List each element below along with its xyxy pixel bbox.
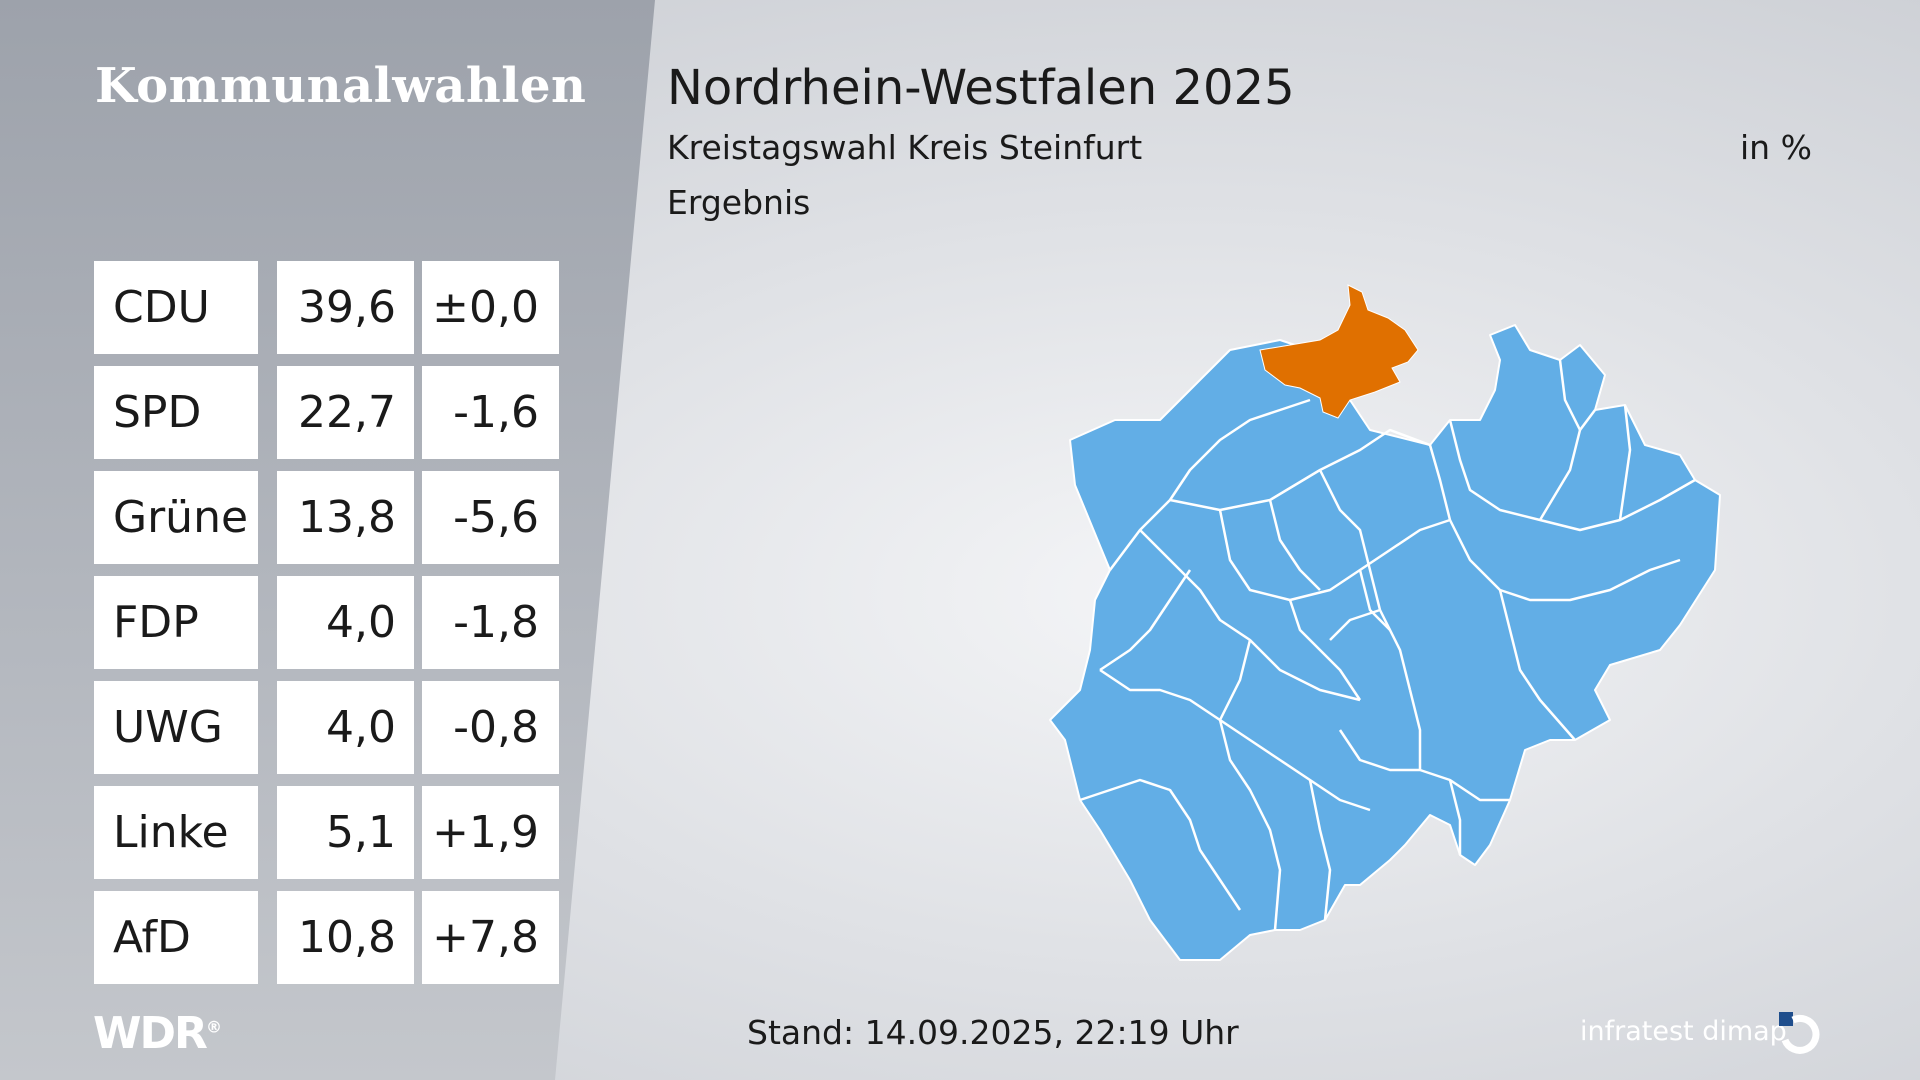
party-value: 4,0 [277,681,414,774]
map-district-border [1079,778,1242,911]
map-district-border [1099,569,1192,672]
map-district-border [1109,398,1311,571]
party-diff: -5,6 [422,471,559,564]
result-label: Ergebnis [667,183,811,222]
map-district-border [1318,469,1412,691]
map-district-border [1408,689,1422,770]
party-name: Grüne [94,471,258,564]
infratest-logo: infratest dimap [1580,1016,1787,1047]
map-district-border [1538,429,1582,521]
party-diff: ±0,0 [422,261,559,354]
map-district-border [1288,599,1362,701]
page-title: Nordrhein-Westfalen 2025 [667,60,1295,116]
party-name: Linke [94,786,258,879]
party-diff: -1,6 [422,366,559,459]
party-name: UWG [94,681,258,774]
unit-label: in % [1740,128,1812,167]
wdr-logo: WDR® [93,1008,222,1059]
party-diff: -0,8 [422,681,559,774]
map-district-border [1268,499,1321,591]
map-district-border [1308,779,1332,921]
map-district-border [1448,779,1462,855]
map-district-border [1358,569,1391,631]
map-district-border [1498,589,1576,741]
party-diff: -1,8 [422,576,559,669]
nrw-map [1049,284,1721,961]
map-district-border [1618,404,1632,521]
page-subtitle: Kreistagswahl Kreis Steinfurt [667,128,1143,167]
party-name: SPD [94,366,258,459]
infratest-dimap-icon [1779,1012,1820,1054]
party-value: 22,7 [277,366,414,459]
map-district-border [1139,529,1361,702]
map-district-border [1218,509,1451,602]
party-value: 4,0 [277,576,414,669]
map-district-border [1329,608,1381,641]
map-district-border [1558,359,1596,432]
map-district-border [1218,639,1252,721]
party-name: FDP [94,576,258,669]
party-diff: +1,9 [422,786,559,879]
party-name: AfD [94,891,258,984]
party-value: 10,8 [277,891,414,984]
party-value: 39,6 [277,261,414,354]
map-district-border [1428,444,1681,602]
map-district-border [1099,668,1371,812]
party-value: 13,8 [277,471,414,564]
party-name: CDU [94,261,258,354]
map-outline-nrw [1049,324,1721,961]
map-district-border [1218,719,1282,931]
panel-title: Kommunalwahlen [95,58,587,114]
party-diff: +7,8 [422,891,559,984]
party-value: 5,1 [277,786,414,879]
map-region-kreis-steinfurt [1259,284,1419,419]
timestamp: Stand: 14.09.2025, 22:19 Uhr [747,1013,1239,1052]
